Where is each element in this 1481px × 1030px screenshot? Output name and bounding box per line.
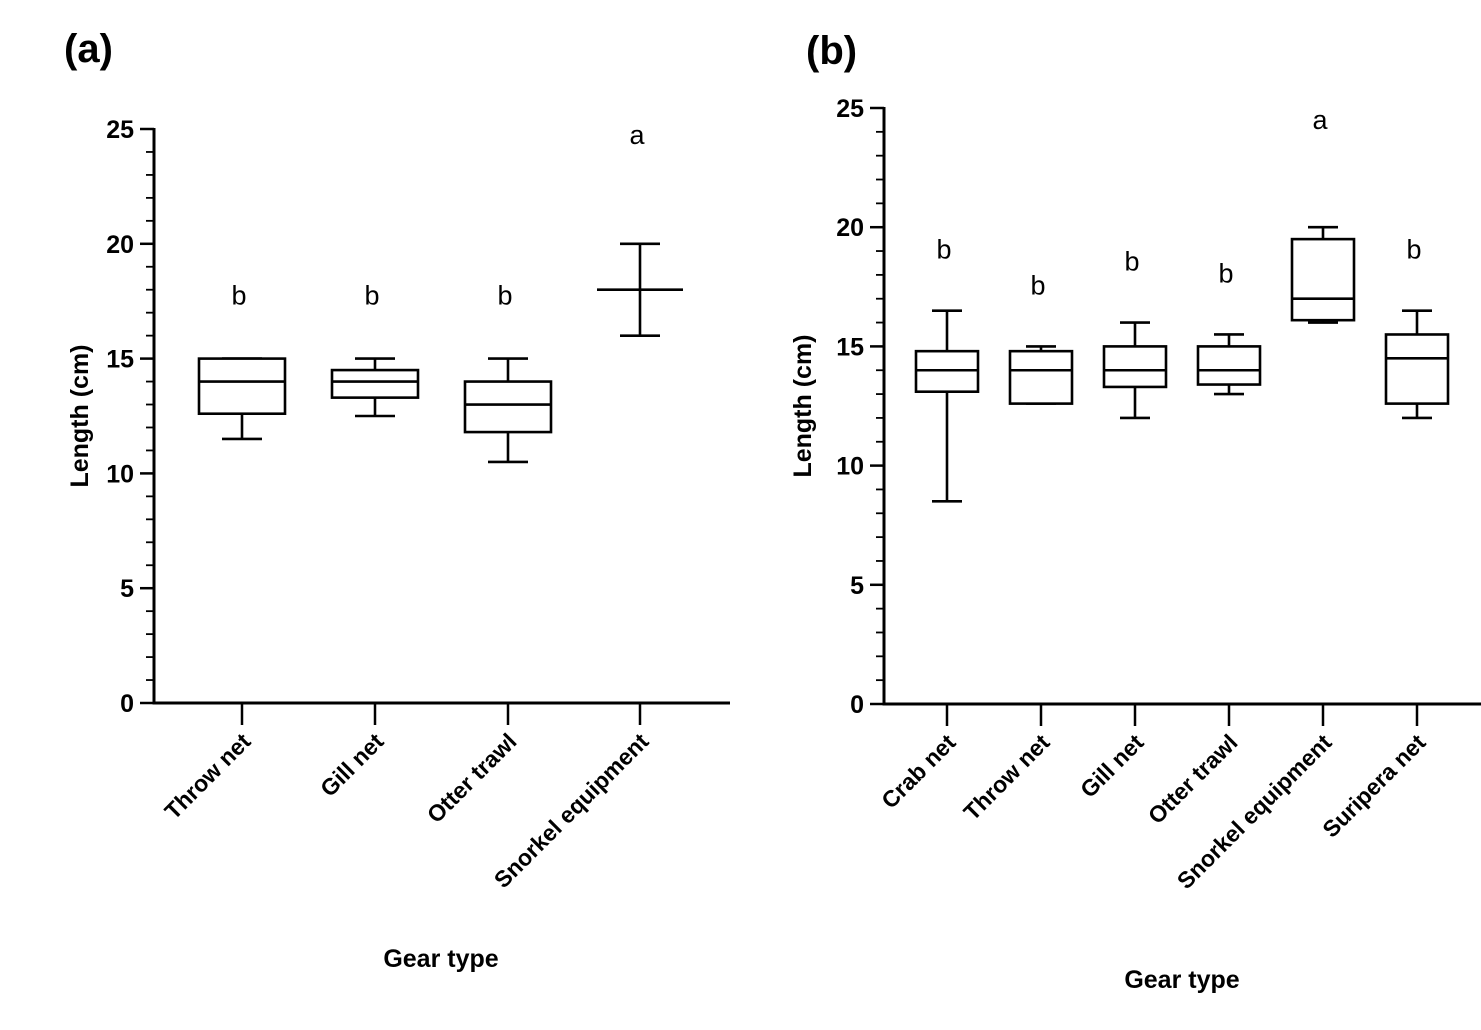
significance-letter: b [1218, 258, 1233, 288]
significance-letter: a [629, 120, 645, 150]
significance-letter: b [1124, 247, 1139, 277]
significance-letter: a [1312, 105, 1328, 135]
x-axis-label: Gear type [1124, 966, 1239, 994]
box-plot-otter-trawl [1196, 333, 1262, 396]
panel-label: (a) [64, 27, 113, 71]
x-tick-label: Gill net [1075, 729, 1149, 803]
iqr-box [1008, 349, 1074, 405]
x-axis-label: Gear type [383, 945, 498, 973]
significance-letter: b [1030, 270, 1045, 300]
significance-letter: b [1406, 235, 1421, 265]
y-axis-label: Length (cm) [789, 334, 817, 477]
y-tick-label: 10 [836, 453, 864, 481]
y-tick-label: 0 [120, 690, 134, 718]
y-tick-label: 5 [850, 572, 864, 600]
x-tick-label: Otter trawl [1143, 729, 1243, 829]
significance-letter: b [231, 281, 246, 311]
panel-a: (a) 0 5 10 15 20 25 Length (cm) Gear type Throw n… [64, 27, 730, 973]
box-plot-throw-net [197, 357, 287, 441]
box-plot-crab-net [914, 309, 980, 503]
iqr-box [463, 380, 553, 434]
significance-letter: b [497, 281, 512, 311]
significance-letter: b [364, 281, 379, 311]
y-tick-label: 0 [850, 691, 864, 719]
box-plot-snorkel-equipment [1290, 225, 1356, 324]
y-tick-label: 15 [836, 333, 864, 361]
x-tick-label: Throw net [958, 729, 1054, 825]
y-tick-label: 20 [836, 214, 864, 242]
iqr-box [1384, 333, 1450, 405]
box-plot-otter-trawl [463, 357, 553, 464]
x-tick-label: Otter trawl [422, 728, 522, 828]
box-plot-gill-net [1102, 321, 1168, 420]
iqr-box [197, 357, 287, 416]
box-plot-throw-net [1008, 345, 1074, 405]
y-axis-label: Length (cm) [66, 344, 94, 487]
iqr-box [1196, 345, 1262, 386]
box-plot-suripera-net [1384, 309, 1450, 420]
y-tick-label: 10 [106, 460, 134, 488]
x-tick-label: Gill net [315, 728, 389, 802]
y-tick-label: 15 [106, 346, 134, 374]
box-plot-snorkel-equipment [597, 242, 683, 337]
iqr-box [1102, 345, 1168, 389]
significance-letter: b [936, 235, 951, 265]
box-plot-gill-net [330, 357, 420, 418]
panel-b: (b) 0 5 10 15 20 25 Length (cm) Gear type Crab ne… [789, 29, 1481, 994]
x-tick-label: Crab net [876, 729, 961, 814]
iqr-box [1290, 237, 1356, 322]
y-tick-label: 20 [106, 231, 134, 259]
y-tick-label: 25 [106, 116, 134, 144]
y-tick-label: 5 [120, 575, 134, 603]
x-tick-label: Throw net [159, 728, 255, 824]
panel-label: (b) [806, 29, 857, 73]
y-tick-label: 25 [836, 95, 864, 123]
iqr-box [330, 368, 420, 399]
x-tick-label: Snorkel equipment [1172, 729, 1337, 894]
